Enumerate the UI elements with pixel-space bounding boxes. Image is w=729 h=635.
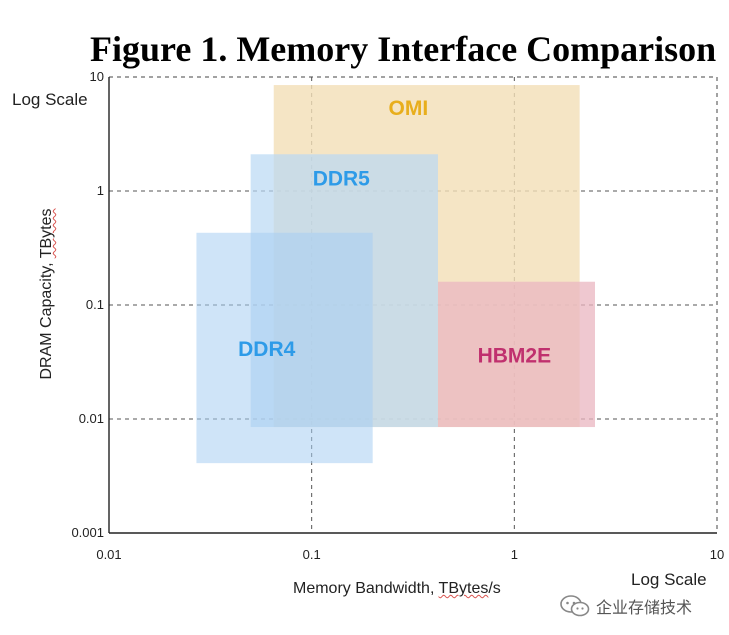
- series-label-hbm2e: HBM2E: [478, 345, 552, 368]
- series-label-ddr5: DDR5: [313, 167, 370, 190]
- chart-title: Figure 1. Memory Interface Comparison: [90, 29, 717, 69]
- x-tick-label: 0.1: [303, 547, 321, 562]
- range-box-hbm2e: [437, 281, 595, 428]
- x-axis-label: Memory Bandwidth, TBytes/s: [293, 580, 501, 597]
- y-tick-label: 1: [97, 183, 104, 198]
- y-tick-label: 0.1: [86, 297, 104, 312]
- watermark: 企业存储技术: [560, 594, 692, 618]
- x-tick-label: 0.01: [96, 547, 121, 562]
- y-tick-label: 0.01: [79, 411, 104, 426]
- x-tick-label: 1: [511, 547, 518, 562]
- y-scale-note: Log Scale: [12, 90, 88, 109]
- y-tick-label: 0.001: [71, 525, 104, 540]
- y-tick-label: 10: [90, 69, 104, 84]
- x-tick-label: 10: [710, 547, 724, 562]
- range-box-ddr4: [196, 232, 373, 464]
- series-label-ddr4: DDR4: [238, 338, 295, 361]
- x-scale-note: Log Scale: [631, 570, 707, 589]
- series-label-omi: OMI: [389, 97, 429, 120]
- watermark-text: 企业存储技术: [596, 600, 693, 617]
- wechat-icon: [560, 595, 590, 617]
